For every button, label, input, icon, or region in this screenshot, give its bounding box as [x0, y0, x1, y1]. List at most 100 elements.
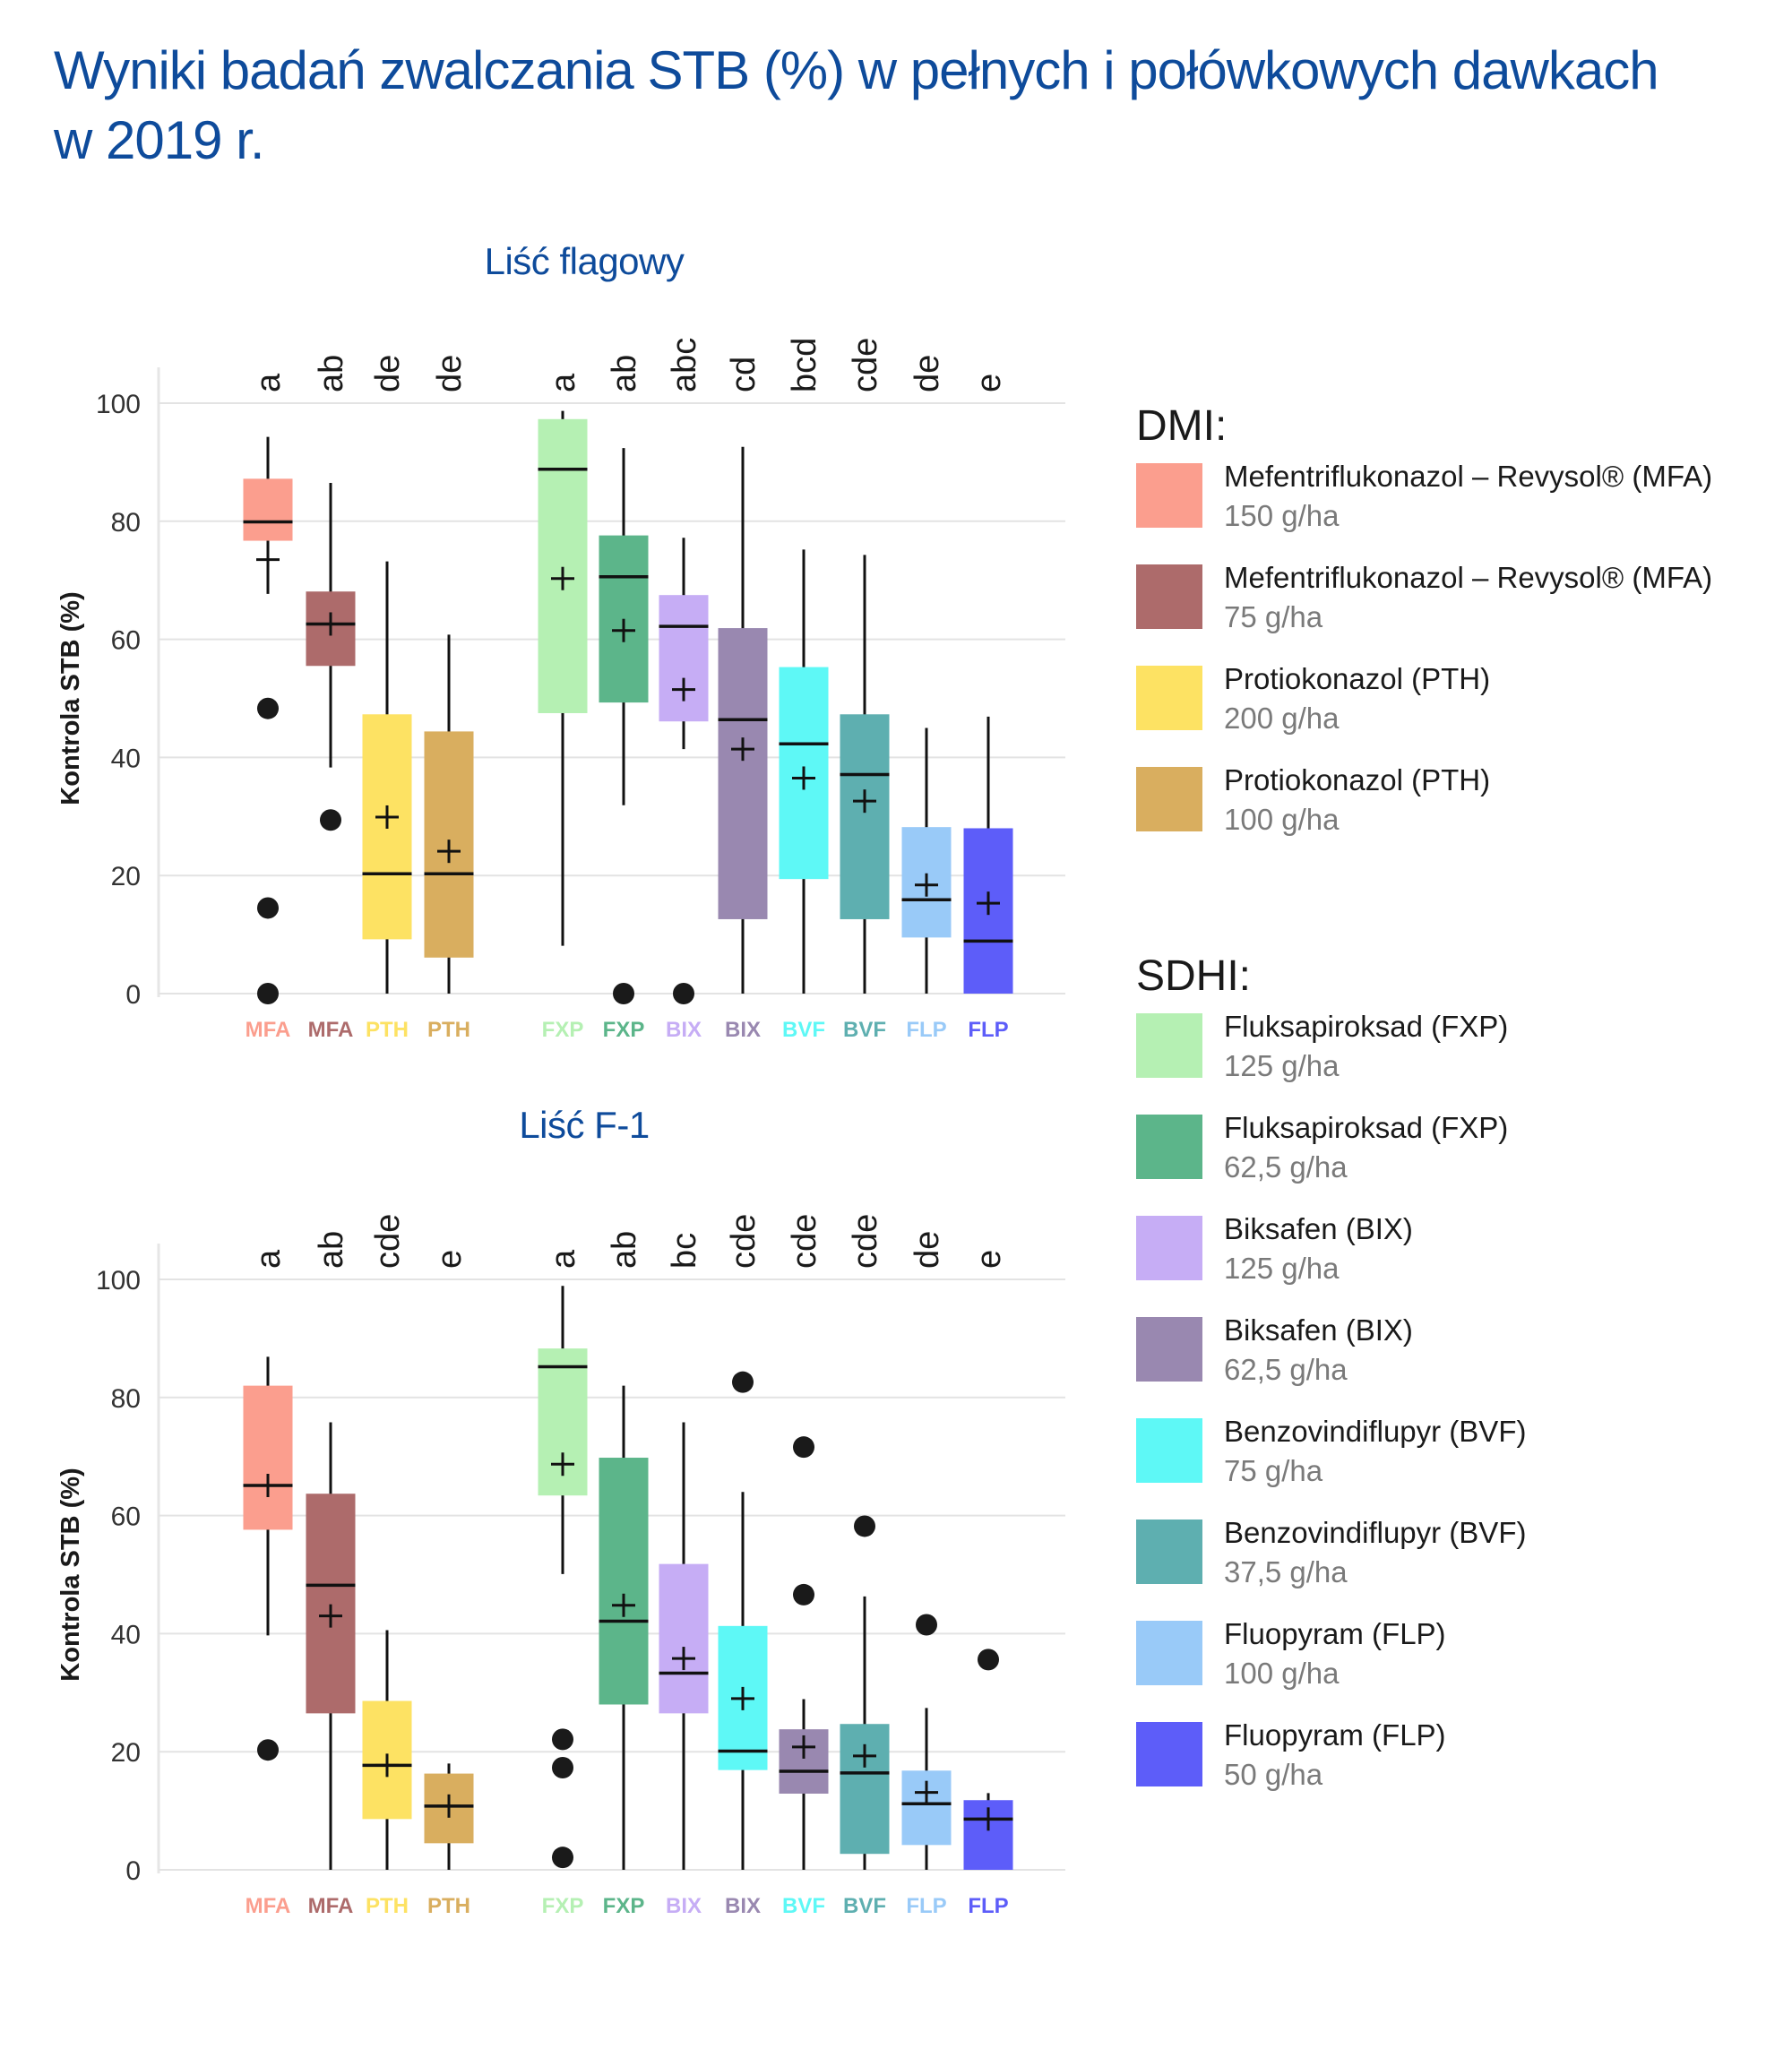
legend-item: Fluopyram (FLP) 50 g/ha: [1136, 1713, 1781, 1814]
x-tick-label: PTH: [427, 1018, 470, 1042]
y-axis-label: Kontrola STB (%): [56, 1468, 85, 1681]
legend-item-dose: 75 g/ha: [1224, 600, 1323, 633]
x-tick-label: FXP: [603, 1018, 645, 1042]
box-bvf: [779, 1436, 829, 1870]
significance-letter: cd: [725, 357, 762, 392]
outlier-point: [320, 809, 341, 831]
significance-letter: a: [250, 373, 288, 392]
significance-letter: e: [970, 374, 1008, 392]
y-tick-label: 80: [111, 508, 141, 538]
legend-item-dose: 100 g/ha: [1224, 1657, 1340, 1690]
outlier-point: [257, 1739, 279, 1761]
box-pth: [362, 1630, 412, 1870]
legend-swatch: [1136, 1115, 1202, 1179]
x-tick-label: BVF: [782, 1894, 825, 1918]
x-tick-label: PTH: [366, 1894, 409, 1918]
box-pth: [424, 1763, 474, 1870]
outlier-point: [613, 983, 634, 1004]
legend-group-title: DMI:: [1136, 402, 1228, 450]
x-tick-label: BIX: [725, 1018, 761, 1042]
box-iqr: [599, 1458, 649, 1705]
box-fxp: [538, 410, 588, 946]
x-tick-label: BVF: [782, 1018, 825, 1042]
y-tick-label: 20: [111, 862, 141, 891]
box-iqr: [659, 1563, 709, 1714]
outlier-point: [854, 1515, 875, 1537]
box-iqr: [659, 595, 709, 722]
legend-item: Benzovindiflupyr (BVF) 75 g/ha: [1136, 1409, 1781, 1511]
x-tick-label: MFA: [246, 1018, 291, 1042]
box-fxp: [538, 1286, 588, 1869]
legend-item-dose: 150 g/ha: [1224, 499, 1340, 532]
box-mfa: [243, 436, 293, 1004]
legend-swatch: [1136, 1520, 1202, 1584]
box-bix: [718, 1371, 768, 1870]
legend-item-name: Fluopyram (FLP): [1224, 1617, 1446, 1650]
legend-item-name: Protiokonazol (PTH): [1224, 763, 1491, 796]
box-bvf: [840, 1515, 890, 1870]
box-iqr: [538, 418, 588, 713]
significance-letter: de: [431, 355, 469, 392]
x-tick-label: FLP: [968, 1018, 1008, 1042]
boxplot-flag-leaf: 0 20 40 60 80 100 Kontrola STB (%) a MFA ab MFA de P…: [56, 338, 1065, 1042]
x-tick-label: BVF: [843, 1894, 886, 1918]
significance-letter: cde: [786, 1214, 823, 1269]
box-pth: [362, 561, 412, 994]
legend-item: Biksafen (BIX) 62,5 g/ha: [1136, 1308, 1781, 1409]
box-iqr: [243, 478, 293, 541]
box-bix: [718, 446, 768, 994]
legend-item: Fluksapiroksad (FXP) 62,5 g/ha: [1136, 1106, 1781, 1207]
legend-group-sdhi: SDHI: Fluksapiroksad (FXP) 125 g/ha Fluk…: [1136, 949, 1781, 1814]
outlier-point: [257, 697, 279, 719]
significance-letter: abc: [666, 338, 703, 392]
legend-swatch: [1136, 767, 1202, 831]
box-bvf: [840, 555, 890, 994]
significance-letter: bc: [666, 1233, 703, 1269]
x-tick-label: BIX: [666, 1018, 702, 1042]
box-fxp: [599, 1385, 649, 1870]
box-pth: [424, 634, 474, 994]
significance-letter: cde: [725, 1214, 762, 1269]
box-bvf: [779, 549, 829, 994]
significance-letter: a: [250, 1249, 288, 1269]
y-tick-label: 60: [111, 1502, 141, 1532]
chart-title-flag-leaf: Liść flagowy: [484, 240, 685, 282]
outlier-point: [552, 1756, 573, 1778]
x-tick-label: MFA: [308, 1018, 354, 1042]
y-tick-label: 80: [111, 1384, 141, 1414]
legend-swatch: [1136, 1013, 1202, 1078]
box-bix: [659, 1422, 709, 1870]
outlier-point: [257, 983, 279, 1004]
significance-letter: de: [369, 355, 407, 392]
box-iqr: [840, 1724, 890, 1855]
box-flp: [963, 1649, 1013, 1870]
outlier-point: [916, 1614, 937, 1636]
box-fxp: [599, 448, 649, 1004]
box-mfa: [243, 1356, 293, 1761]
legend-item-dose: 62,5 g/ha: [1224, 1150, 1348, 1184]
x-tick-label: FLP: [906, 1894, 946, 1918]
outlier-point: [552, 1847, 573, 1869]
box-bix: [659, 538, 709, 1004]
legend-swatch: [1136, 1418, 1202, 1483]
legend-item-dose: 50 g/ha: [1224, 1758, 1323, 1791]
box-mfa: [306, 1422, 356, 1870]
y-tick-label: 0: [125, 1856, 141, 1886]
significance-letter: e: [431, 1250, 469, 1269]
legend-item-dose: 62,5 g/ha: [1224, 1353, 1348, 1386]
outlier-point: [978, 1649, 999, 1671]
legend-swatch: [1136, 463, 1202, 528]
x-tick-label: FXP: [603, 1894, 645, 1918]
box-iqr: [840, 714, 890, 919]
page-title: Wyniki badań zwalczania STB (%) w pełnyc…: [54, 40, 1659, 170]
outlier-point: [257, 897, 279, 919]
x-tick-label: PTH: [427, 1894, 470, 1918]
chart-title-f1-leaf: Liść F-1: [519, 1104, 650, 1146]
x-tick-label: BVF: [843, 1018, 886, 1042]
box-flp: [901, 727, 952, 994]
legend-item-name: Mefentriflukonazol – Revysol® (MFA): [1224, 460, 1713, 493]
legend-swatch: [1136, 1722, 1202, 1786]
y-tick-label: 40: [111, 744, 141, 773]
legend-item: Fluopyram (FLP) 100 g/ha: [1136, 1612, 1781, 1713]
x-tick-label: FXP: [542, 1018, 584, 1042]
